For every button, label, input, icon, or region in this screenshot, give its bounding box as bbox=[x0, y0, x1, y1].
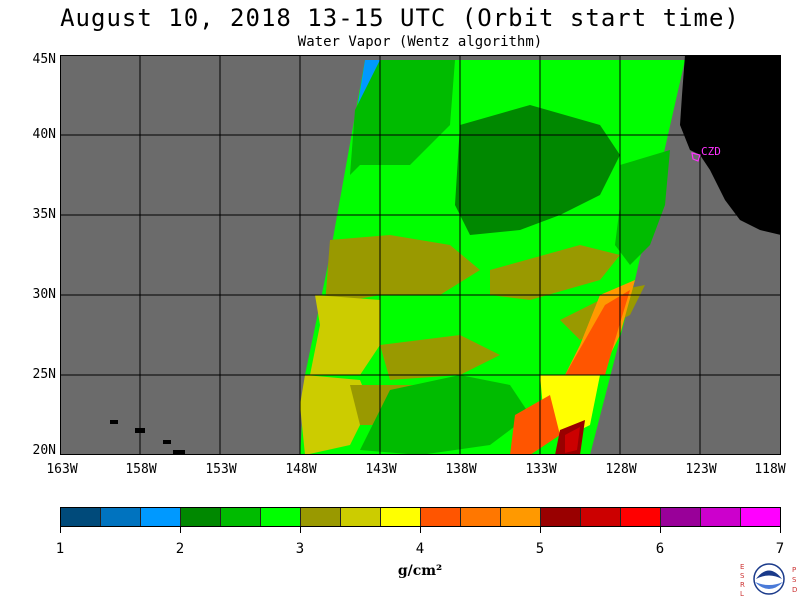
lon-label-163w: 163W bbox=[46, 462, 78, 477]
psd-letter-p: P bbox=[792, 566, 796, 574]
swath-yellowolive-west bbox=[310, 295, 380, 375]
colorbar-swatch bbox=[101, 508, 141, 526]
lon-label-158w: 158W bbox=[125, 462, 157, 477]
colorbar-tick bbox=[420, 527, 421, 533]
colorbar-tick bbox=[780, 527, 781, 533]
colorbar-swatch bbox=[301, 508, 341, 526]
colorbar-tick-label-2: 2 bbox=[175, 541, 185, 557]
esrl-letter-s: S bbox=[740, 572, 745, 580]
colorbar-swatch bbox=[621, 508, 661, 526]
lat-label-20n: 20N bbox=[32, 443, 56, 458]
swath-orange-south bbox=[510, 395, 560, 455]
colorbar-swatch bbox=[181, 508, 221, 526]
swath-red-orange-band bbox=[565, 290, 630, 375]
lat-label-25n: 25N bbox=[32, 367, 56, 382]
lat-label-30n: 30N bbox=[32, 287, 56, 302]
lon-label-133w: 133W bbox=[525, 462, 557, 477]
esrl-letter-l: L bbox=[740, 590, 744, 598]
colorbar-tick-label-5: 5 bbox=[535, 541, 545, 557]
colorbar-swatch bbox=[341, 508, 381, 526]
esrl-letter-e: E bbox=[740, 563, 744, 571]
colorbar-swatch bbox=[141, 508, 181, 526]
colorbar-tick bbox=[180, 527, 181, 533]
esrl-letters: E S R L bbox=[740, 563, 745, 598]
swath-olive-mid bbox=[380, 335, 500, 380]
colorbar-tick bbox=[540, 527, 541, 533]
colorbar-swatch bbox=[381, 508, 421, 526]
colorbar-swatch bbox=[421, 508, 461, 526]
lon-label-138w: 138W bbox=[445, 462, 477, 477]
noaa-wave-icon bbox=[755, 582, 783, 589]
lon-label-128w: 128W bbox=[605, 462, 637, 477]
colorbar-tick bbox=[60, 527, 61, 533]
colorbar-swatch bbox=[61, 508, 101, 526]
esrl-letter-r: R bbox=[740, 581, 745, 589]
lat-label-40n: 40N bbox=[32, 127, 56, 142]
hawaii-island-1 bbox=[110, 420, 118, 424]
page-title: August 10, 2018 13-15 UTC (Orbit start t… bbox=[60, 4, 740, 32]
colorbar-units: g/cm² bbox=[397, 563, 443, 579]
colorbar-swatch bbox=[501, 508, 541, 526]
noaa-logo: E S R L NOAA P S D bbox=[740, 563, 797, 598]
hawaii-island-4 bbox=[173, 450, 185, 455]
colorbar-tick-label-6: 6 bbox=[655, 541, 665, 557]
grid-lines bbox=[60, 55, 781, 455]
colorbar-swatch bbox=[581, 508, 621, 526]
colorbar-swatch bbox=[461, 508, 501, 526]
psd-letter-d: D bbox=[792, 586, 797, 594]
colorbar-tick-label-4: 4 bbox=[415, 541, 425, 557]
lon-label-123w: 123W bbox=[685, 462, 717, 477]
lat-label-35n: 35N bbox=[32, 207, 56, 222]
hawaii-island-3 bbox=[163, 440, 171, 444]
page-subtitle: Water Vapor (Wentz algorithm) bbox=[297, 34, 543, 50]
psd-letters: P S D bbox=[792, 566, 797, 594]
colorbar-swatch bbox=[701, 508, 741, 526]
station-marker-icon bbox=[691, 152, 701, 162]
swath-dark-green-ne bbox=[615, 150, 670, 265]
california-coast-land bbox=[680, 55, 781, 235]
noaa-bird-icon bbox=[756, 570, 782, 579]
colorbar-tick bbox=[300, 527, 301, 533]
water-vapor-map: CZD bbox=[60, 55, 781, 455]
colorbar-swatch bbox=[261, 508, 301, 526]
swath-dark-green-north bbox=[455, 105, 620, 235]
swath-olive-band-2 bbox=[490, 245, 620, 300]
map-frame bbox=[60, 55, 781, 455]
swath-red-tip bbox=[565, 427, 580, 453]
swath-darkgreen-south bbox=[360, 375, 530, 455]
lon-label-153w: 153W bbox=[205, 462, 237, 477]
noaa-text: NOAA bbox=[762, 577, 777, 583]
colorbar-swatch bbox=[541, 508, 581, 526]
colorbar-swatch bbox=[221, 508, 261, 526]
swath-olive-band-1 bbox=[325, 235, 480, 305]
station-label: CZD bbox=[701, 145, 721, 158]
colorbar-tick-label-7: 7 bbox=[775, 541, 785, 557]
psd-letter-s: S bbox=[792, 576, 797, 584]
colorbar-tick-label-1: 1 bbox=[55, 541, 65, 557]
lon-label-148w: 148W bbox=[285, 462, 317, 477]
colorbar-swatch bbox=[741, 508, 780, 526]
lat-label-45n: 45N bbox=[32, 52, 56, 67]
lon-label-143w: 143W bbox=[365, 462, 397, 477]
colorbar-swatch bbox=[661, 508, 701, 526]
colorbar bbox=[60, 507, 781, 527]
colorbar-tick-label-3: 3 bbox=[295, 541, 305, 557]
colorbar-tick bbox=[660, 527, 661, 533]
swath-dark-green-nw bbox=[350, 60, 455, 175]
lon-label-118w: 118W bbox=[754, 462, 786, 477]
